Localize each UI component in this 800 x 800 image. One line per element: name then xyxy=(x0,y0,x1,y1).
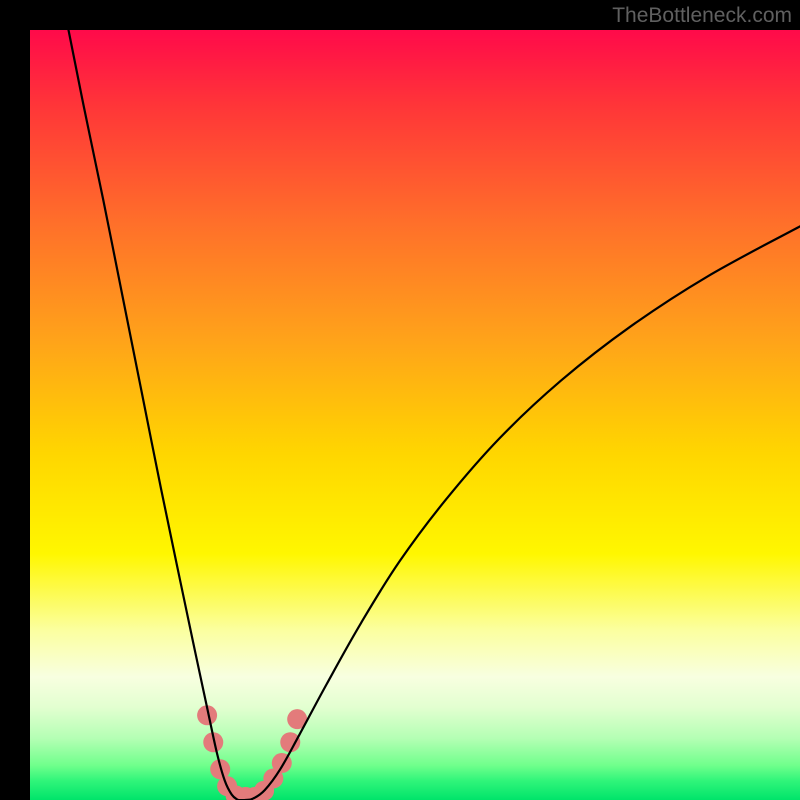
curve-left-branch xyxy=(69,30,238,800)
curve-right-branch xyxy=(238,226,800,800)
plot-area xyxy=(30,30,800,800)
bottleneck-curve-chart xyxy=(30,30,800,800)
marker-dot xyxy=(280,732,300,752)
watermark-text: TheBottleneck.com xyxy=(612,4,792,28)
